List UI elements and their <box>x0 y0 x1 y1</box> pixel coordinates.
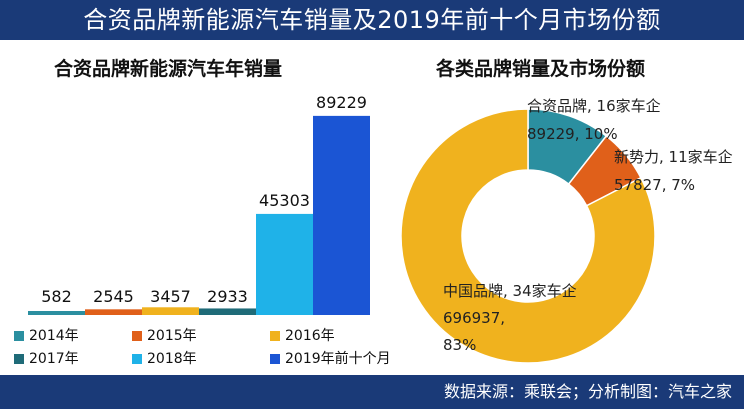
bar-data-label: 582 <box>41 287 72 306</box>
legend-swatch <box>270 331 280 341</box>
footer-bar <box>0 375 744 409</box>
donut-chart-title: 各类品牌销量及市场份额 <box>436 58 646 80</box>
donut-label-china-name: 中国品牌, 34家车企 <box>443 282 577 300</box>
bar-data-label: 89229 <box>316 93 367 112</box>
page-title: 合资品牌新能源汽车销量及2019年前十个月市场份额 <box>83 6 661 34</box>
bar-1 <box>28 311 85 315</box>
legend-swatch <box>14 354 24 364</box>
legend-label: 2016年 <box>285 328 335 344</box>
donut-slice-3 <box>400 108 656 364</box>
bar-5 <box>256 213 313 315</box>
bar-2 <box>85 309 142 315</box>
legend-label: 2019年前十个月 <box>285 351 391 367</box>
donut-label-new-value: 57827, 7% <box>614 176 695 194</box>
donut-label-joint-value: 89229, 10% <box>527 125 618 143</box>
bar-data-label: 3457 <box>150 287 191 306</box>
bar-6 <box>313 115 370 315</box>
bar-3 <box>142 307 199 315</box>
legend-swatch <box>132 354 142 364</box>
bar-data-label: 2545 <box>93 287 134 306</box>
legend-label: 2017年 <box>29 351 79 367</box>
donut-label-china-percent: 83% <box>443 336 476 354</box>
legend-label: 2014年 <box>29 328 79 344</box>
bar-chart-title: 合资品牌新能源汽车年销量 <box>54 58 283 80</box>
donut-label-joint-name: 合资品牌, 16家车企 <box>527 97 661 115</box>
legend-label: 2015年 <box>147 328 197 344</box>
legend-label: 2018年 <box>147 351 197 367</box>
legend-swatch <box>132 331 142 341</box>
donut-label-china-value: 696937, <box>443 309 505 327</box>
source-note: 数据来源：乘联会；分析制图：汽车之家 <box>443 382 732 401</box>
bar-data-label: 2933 <box>207 287 248 306</box>
bar-data-label: 45303 <box>259 191 310 210</box>
bar-4 <box>199 308 256 315</box>
legend-swatch <box>270 354 280 364</box>
donut-label-new-name: 新势力, 11家车企 <box>614 148 733 166</box>
legend-swatch <box>14 331 24 341</box>
header-bar <box>0 0 744 40</box>
